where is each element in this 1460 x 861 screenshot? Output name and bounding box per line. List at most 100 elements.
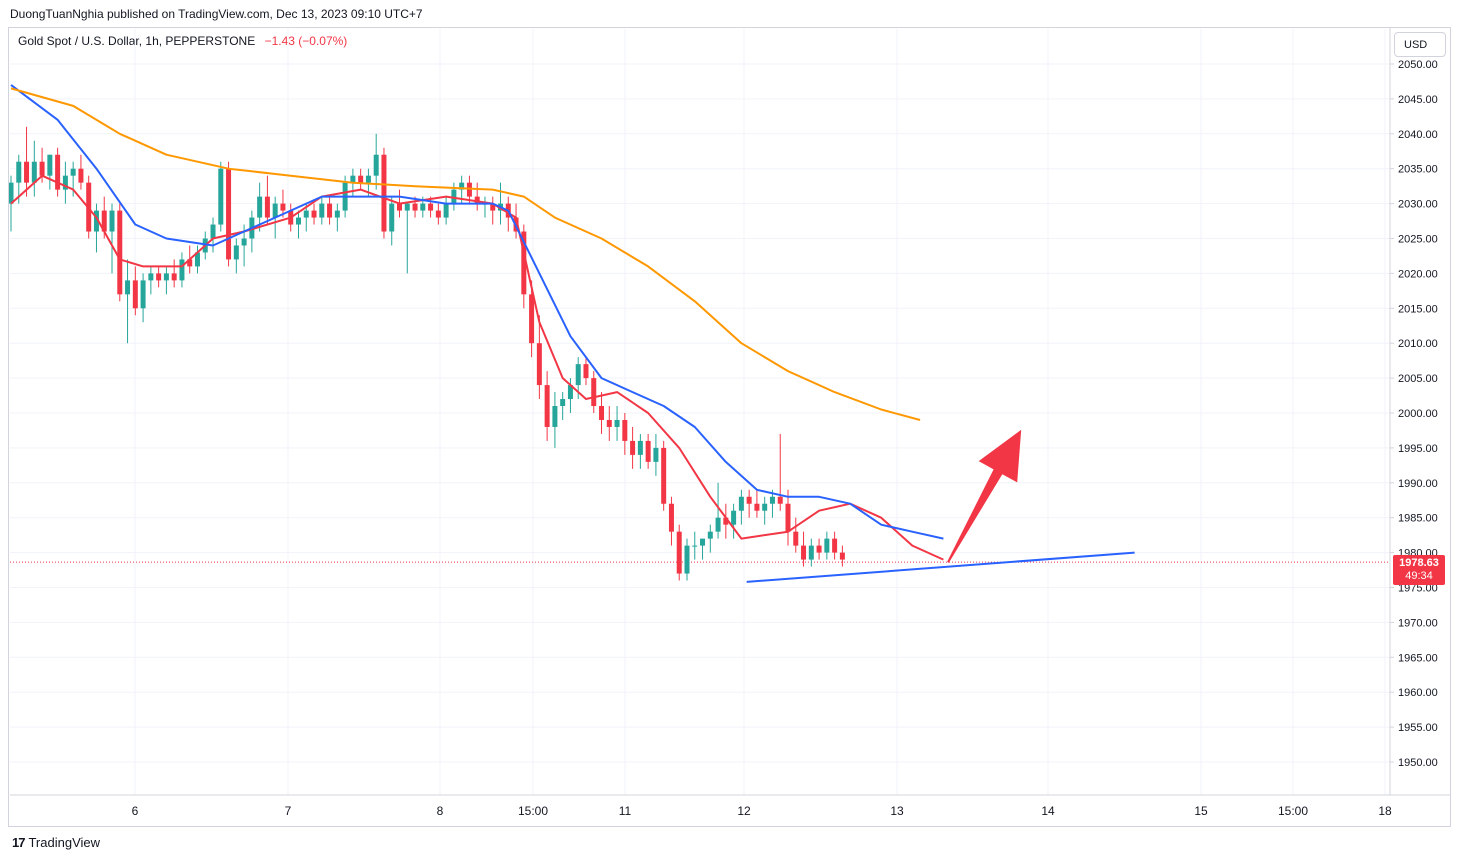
candle-body[interactable] (272, 203, 278, 218)
candle-body[interactable] (637, 440, 643, 455)
candle-body[interactable] (606, 419, 612, 427)
candle-body[interactable] (645, 440, 651, 462)
candle-body[interactable] (39, 161, 45, 176)
candle-body[interactable] (816, 545, 822, 553)
candle-body[interactable] (451, 189, 457, 204)
candle-body[interactable] (746, 496, 752, 504)
candle-body[interactable] (171, 273, 177, 281)
candle-body[interactable] (350, 175, 356, 183)
candle-body[interactable] (280, 203, 286, 211)
candle-body[interactable] (257, 196, 263, 218)
candle-body[interactable] (187, 259, 193, 267)
candle-body[interactable] (327, 203, 333, 218)
candle-body[interactable] (544, 385, 550, 427)
candle-body[interactable] (404, 203, 410, 211)
candle-body[interactable] (140, 280, 146, 309)
candle-body[interactable] (839, 552, 845, 560)
candle-body[interactable] (738, 496, 744, 511)
candle-body[interactable] (700, 538, 706, 546)
candle-body[interactable] (179, 259, 185, 281)
candle-body[interactable] (8, 182, 14, 204)
candle-body[interactable] (55, 154, 61, 190)
candle-body[interactable] (218, 168, 224, 225)
candle-body[interactable] (832, 538, 838, 553)
candle-body[interactable] (808, 545, 814, 560)
candle-body[interactable] (381, 154, 387, 232)
candle-body[interactable] (319, 203, 325, 218)
candle-body[interactable] (435, 210, 441, 218)
candle-body[interactable] (653, 447, 659, 462)
candle-body[interactable] (715, 517, 721, 532)
candle-body[interactable] (93, 210, 99, 232)
candle-body[interactable] (109, 210, 115, 232)
candle-body[interactable] (194, 252, 200, 267)
candle-body[interactable] (583, 364, 589, 379)
candle-body[interactable] (117, 210, 123, 295)
candle-body[interactable] (78, 168, 84, 183)
candle-body[interactable] (148, 273, 154, 281)
ema-mid-line[interactable] (10, 84, 944, 540)
candle-body[interactable] (801, 545, 807, 560)
ema-slow-line[interactable] (10, 87, 921, 421)
candle-body[interactable] (412, 203, 418, 211)
ema-fast-line[interactable] (10, 174, 944, 561)
candle-body[interactable] (241, 238, 247, 246)
candle-body[interactable] (754, 503, 760, 511)
candle-body[interactable] (490, 203, 496, 211)
candle-body[interactable] (132, 280, 138, 309)
candle-body[interactable] (47, 154, 53, 176)
candle-body[interactable] (785, 503, 791, 532)
candle-body[interactable] (233, 245, 239, 260)
candle-body[interactable] (264, 196, 270, 218)
candle-body[interactable] (762, 503, 768, 511)
candle-body[interactable] (630, 440, 636, 455)
candle-body[interactable] (692, 545, 698, 547)
candle-body[interactable] (614, 419, 620, 427)
bullish-arrow[interactable] (947, 429, 1022, 563)
candle-body[interactable] (125, 280, 131, 295)
candle-body[interactable] (70, 168, 76, 176)
candle-body[interactable] (591, 378, 597, 407)
candle-body[interactable] (474, 196, 480, 204)
candle-body[interactable] (373, 154, 379, 176)
candle-body[interactable] (420, 203, 426, 211)
candle-body[interactable] (793, 531, 799, 546)
candle-body[interactable] (661, 447, 667, 504)
candle-body[interactable] (529, 294, 535, 344)
candle-body[interactable] (62, 175, 68, 190)
candle-body[interactable] (226, 168, 232, 260)
candle-body[interactable] (668, 503, 674, 532)
currency-button[interactable]: USD (1394, 32, 1446, 57)
candle-body[interactable] (777, 496, 783, 504)
candle-body[interactable] (567, 385, 573, 400)
candle-body[interactable] (552, 406, 558, 427)
tradingview-footer[interactable]: 17 TradingView (12, 835, 100, 850)
candle-body[interactable] (101, 210, 107, 232)
candle-body[interactable] (311, 210, 317, 218)
candle-body[interactable] (295, 217, 301, 225)
candle-body[interactable] (575, 364, 581, 386)
candle-body[interactable] (397, 203, 402, 211)
support-trendline[interactable] (746, 551, 1135, 583)
candle-body[interactable] (24, 161, 30, 183)
candle-body[interactable] (358, 175, 364, 183)
candle-body[interactable] (684, 545, 690, 574)
candle-body[interactable] (210, 224, 216, 239)
candle-body[interactable] (676, 531, 682, 574)
candle-body[interactable] (459, 182, 465, 190)
candle-body[interactable] (824, 538, 830, 553)
candle-body[interactable] (731, 510, 737, 525)
candle-body[interactable] (334, 210, 340, 218)
candle-body[interactable] (303, 210, 309, 218)
candle-body[interactable] (536, 343, 542, 386)
candle-body[interactable] (156, 273, 162, 281)
candle-body[interactable] (560, 399, 566, 407)
candle-body[interactable] (707, 531, 713, 539)
candle-body[interactable] (622, 419, 628, 441)
candle-body[interactable] (769, 496, 775, 504)
candle-body[interactable] (466, 182, 472, 197)
candle-body[interactable] (521, 231, 527, 295)
candle-body[interactable] (16, 161, 22, 183)
candle-body[interactable] (599, 406, 605, 420)
